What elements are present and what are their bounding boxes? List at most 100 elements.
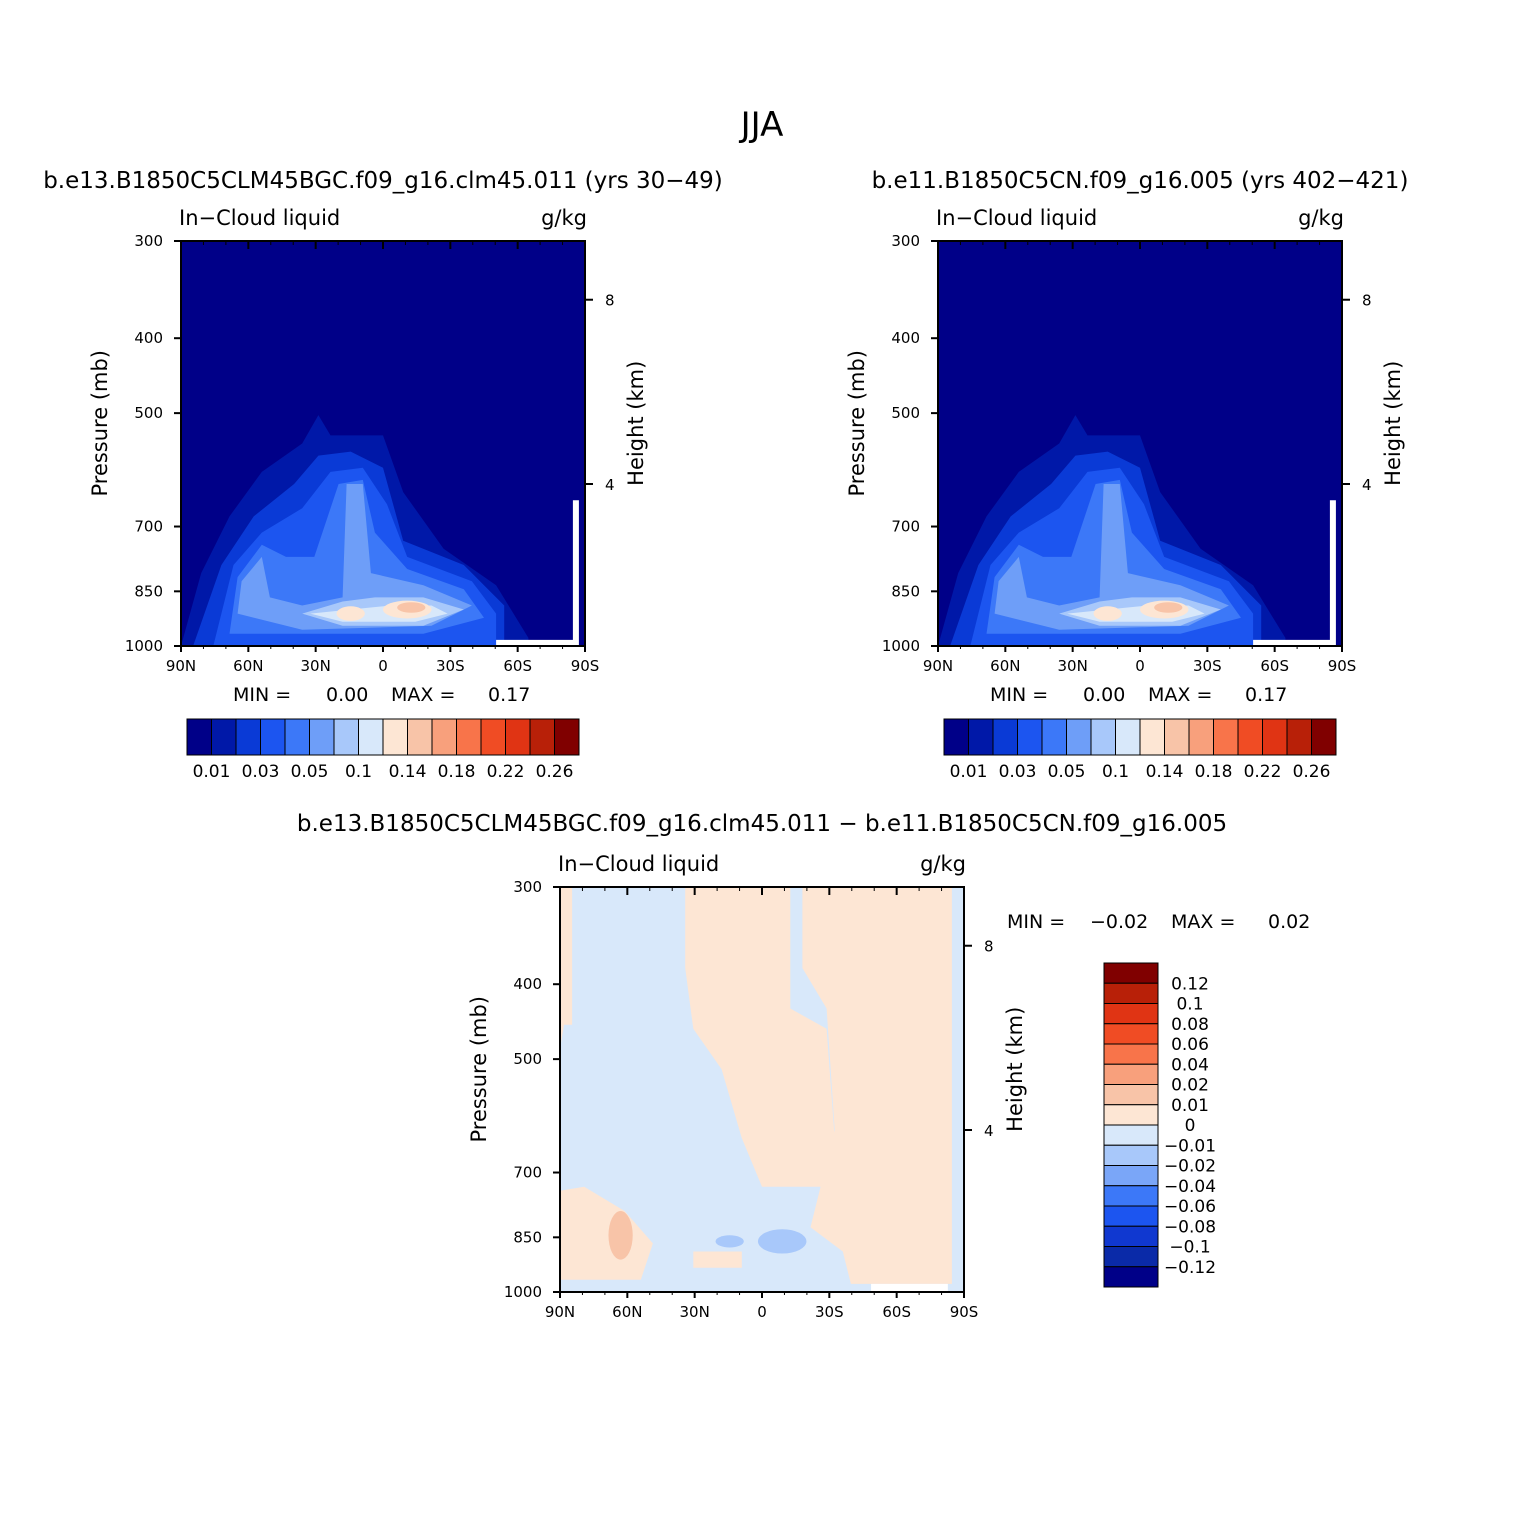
colorbar-label: 0.02 xyxy=(1171,1076,1209,1096)
y-tick-label: 500 xyxy=(891,404,920,422)
y-tick-label: 1000 xyxy=(504,1283,542,1301)
y-tick-label: 300 xyxy=(513,878,542,896)
colorbar-box xyxy=(1041,718,1067,756)
y-axis-title: Pressure (mb) xyxy=(845,350,869,497)
min-value: −0.02 xyxy=(1090,911,1148,933)
x-tick-label: 90S xyxy=(950,1303,979,1321)
units-label: g/kg xyxy=(1298,206,1344,230)
colorbar-box xyxy=(1103,1124,1159,1146)
colorbar-label: −0.04 xyxy=(1164,1177,1216,1197)
colorbar-box xyxy=(1103,1104,1159,1126)
colorbar-box xyxy=(1090,718,1116,756)
y-tick-label: 850 xyxy=(513,1228,542,1246)
x-tick-label: 30N xyxy=(1058,657,1088,675)
colorbar-box xyxy=(1213,718,1239,756)
max-label: MAX = xyxy=(1171,911,1235,933)
colorbar-box xyxy=(235,718,261,756)
colorbar-label: 0.1 xyxy=(1176,995,1203,1015)
contour-field xyxy=(181,241,585,646)
contour-level-pos xyxy=(685,887,835,1187)
max-label: MAX = xyxy=(391,684,455,706)
colorbar-label: 0.26 xyxy=(536,762,574,782)
colorbar-box xyxy=(309,718,335,756)
height-tick-label: 4 xyxy=(984,1122,994,1140)
contour-field xyxy=(938,241,1342,646)
x-tick-label: 60S xyxy=(1260,657,1289,675)
min-value: 0.00 xyxy=(326,684,368,706)
contour-level-neg2b xyxy=(715,1235,744,1248)
colorbar-box xyxy=(358,718,384,756)
contour-level-pos xyxy=(560,887,573,1049)
contour-level-pos xyxy=(802,887,952,1284)
colorbar-box xyxy=(1237,718,1263,756)
colorbar-box xyxy=(1103,1043,1159,1065)
contour-level-5 xyxy=(237,484,472,630)
colorbar-box xyxy=(1311,718,1337,756)
colorbar-label: 0.01 xyxy=(1171,1096,1209,1116)
colorbar-box xyxy=(1103,1246,1159,1268)
variable-label: In−Cloud liquid xyxy=(936,206,1097,230)
max-value: 0.17 xyxy=(488,684,530,706)
colorbar-label: −0.06 xyxy=(1164,1197,1216,1217)
colorbar-label: 0.18 xyxy=(1195,762,1233,782)
y-tick-label: 500 xyxy=(513,1050,542,1068)
colorbar-label: 0 xyxy=(1185,1116,1196,1136)
colorbar-label: −0.02 xyxy=(1164,1157,1216,1177)
height-tick-label: 8 xyxy=(984,938,994,956)
colorbar-label: 0.14 xyxy=(1146,762,1184,782)
colorbar-box xyxy=(333,718,359,756)
colorbar-label: −0.12 xyxy=(1164,1258,1216,1278)
colorbar-box xyxy=(505,718,531,756)
max-value: 0.17 xyxy=(1245,684,1287,706)
colorbar-box xyxy=(1103,1084,1159,1106)
colorbar-label: 0.04 xyxy=(1171,1055,1209,1075)
contour-peak-left xyxy=(1093,606,1122,621)
colorbar-label: 0.03 xyxy=(999,762,1037,782)
contour-field xyxy=(560,887,964,1292)
colorbar-box xyxy=(1188,718,1214,756)
colorbar-box xyxy=(1262,718,1288,756)
x-tick-label: 90N xyxy=(923,657,953,675)
panel-title: b.e13.B1850C5CLM45BGC.f09_g16.clm45.011 … xyxy=(297,811,1227,837)
x-tick-label: 30S xyxy=(1193,657,1222,675)
colorbar-box xyxy=(211,718,237,756)
x-tick-label: 60N xyxy=(990,657,1020,675)
colorbar-box xyxy=(1103,1266,1159,1288)
min-label: MIN = xyxy=(1007,911,1065,933)
x-tick-label: 60S xyxy=(882,1303,911,1321)
x-tick-label: 30S xyxy=(436,657,465,675)
colorbar-box xyxy=(1103,1003,1159,1025)
contour-peak-core xyxy=(1154,602,1183,613)
y-tick-label: 700 xyxy=(891,518,920,536)
colorbar-label: −0.1 xyxy=(1169,1238,1210,1258)
x-tick-label: 90N xyxy=(166,657,196,675)
contour-level-pos xyxy=(693,1251,742,1268)
colorbar-box xyxy=(1103,1225,1159,1247)
x-tick-label: 0 xyxy=(1135,657,1145,675)
height-axis-title: Height (km) xyxy=(1003,1007,1027,1132)
colorbar-box xyxy=(968,718,994,756)
colorbar-box xyxy=(1164,718,1190,756)
y-tick-label: 1000 xyxy=(882,637,920,655)
y-tick-label: 400 xyxy=(891,329,920,347)
colorbar-label: 0.06 xyxy=(1171,1035,1209,1055)
colorbar-label: −0.01 xyxy=(1164,1136,1216,1156)
colorbar-box xyxy=(1103,1063,1159,1085)
y-tick-label: 1000 xyxy=(125,637,163,655)
contour-level-5 xyxy=(994,484,1229,630)
colorbar-label: 0.05 xyxy=(291,762,329,782)
chart-panel-3: b.e13.B1850C5CLM45BGC.f09_g16.clm45.011 … xyxy=(297,811,1310,1321)
panel-title: b.e11.B1850C5CN.f09_g16.005 (yrs 402−421… xyxy=(872,168,1409,194)
height-tick-label: 8 xyxy=(605,292,615,310)
colorbar-label: 0.03 xyxy=(242,762,280,782)
colorbar-label: 0.14 xyxy=(389,762,427,782)
x-tick-label: 0 xyxy=(757,1303,767,1321)
colorbar-label: −0.08 xyxy=(1164,1217,1216,1237)
x-tick-label: 60N xyxy=(612,1303,642,1321)
colorbar-box xyxy=(1103,962,1159,984)
figure-title: JJA xyxy=(739,105,784,145)
colorbar-box xyxy=(1017,718,1043,756)
x-tick-label: 90N xyxy=(545,1303,575,1321)
x-tick-label: 60S xyxy=(503,657,532,675)
colorbar-label: 0.05 xyxy=(1048,762,1086,782)
